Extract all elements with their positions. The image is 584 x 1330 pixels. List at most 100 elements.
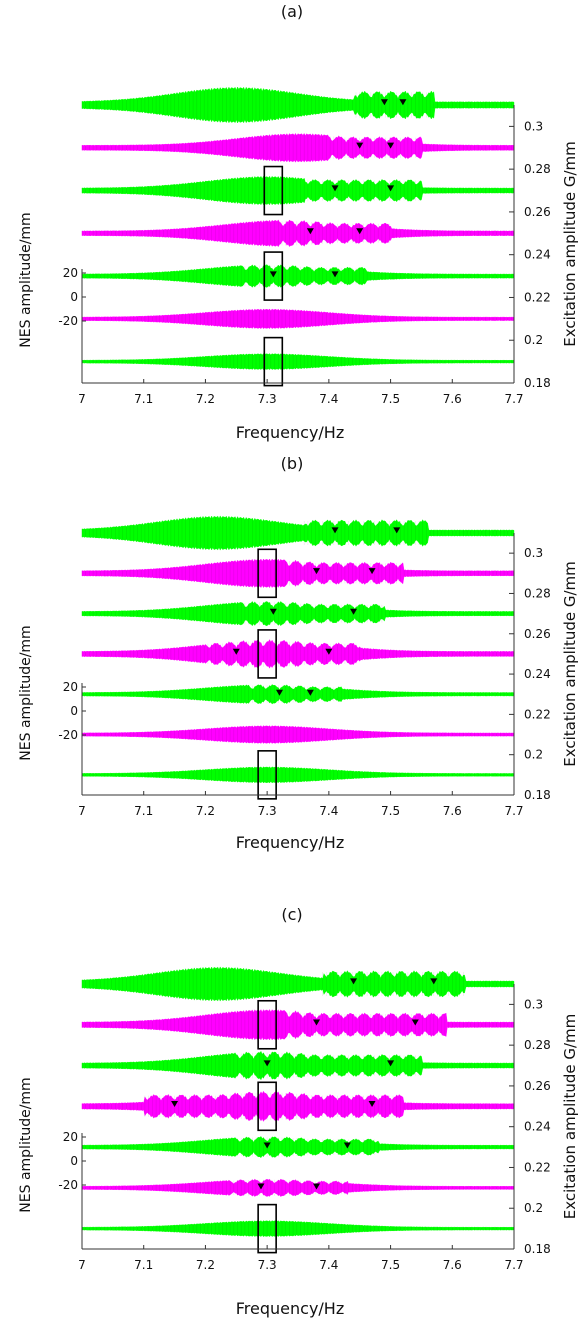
x-tick-label: 7.5 [381,1258,400,1272]
peak-marker-6-2 [313,1183,321,1190]
right-tick-label: 0.28 [524,162,551,176]
x-tick-label: 7.6 [443,804,462,818]
waveform-texture-4 [81,1092,512,1121]
right-tick-label: 0.2 [524,1201,543,1215]
waveform-texture-3 [81,602,512,625]
waveform-texture-1 [81,88,512,122]
peak-marker-5-2 [343,1142,351,1149]
x-tick-label: 7.7 [504,1258,523,1272]
peak-marker-5-1 [269,271,277,278]
waveform-series-2 [81,558,515,589]
waveform-texture-2 [81,1011,512,1039]
waveform-series-5 [81,684,515,705]
peak-marker-1-2 [399,99,407,106]
x-tick-label: 7 [78,1258,86,1272]
x-tick-label: 7 [78,804,86,818]
x-tick-label: 7.3 [258,1258,277,1272]
peak-marker-4-2 [356,228,364,235]
waveform-texture-3 [81,1052,512,1079]
chart-panel-2: (b) 20 0 -20 7 7.1 7.2 7.3 7.4 7.5 7.6 7.7 0.3 0.28 0.… [18,454,579,852]
x-tick-label: 7.1 [134,1258,153,1272]
waveform-series-1 [81,966,515,1002]
left-axis-title: NES amplitude/mm [18,1077,34,1212]
highlight-box-2 [263,251,284,301]
x-tick-label: 7.4 [319,1258,338,1272]
x-tick-label: 7.5 [381,804,400,818]
waveform-series-5 [81,1136,515,1158]
peak-marker-3-1 [269,608,277,615]
chart-panel-3: (c) 20 0 -20 7 7.1 7.2 7.3 7.4 7.5 7.6 7.7 0.3 0.28 0.… [18,905,579,1318]
x-tick-label: 7 [78,392,86,406]
right-tick-label: 0.2 [524,333,543,347]
right-tick-label: 0.22 [524,707,551,721]
waveform-series-4 [81,1090,515,1122]
waveform-series-3 [81,175,515,206]
peak-marker-3-2 [387,1060,395,1067]
highlight-box-3 [263,336,284,387]
x-tick-label: 7.7 [504,804,523,818]
right-tick-label: 0.18 [524,788,551,802]
highlight-box-2 [257,629,277,679]
peak-marker-2-1 [313,568,321,575]
waveform-series-4 [81,639,515,669]
waveform-texture-4 [81,221,512,246]
waveform-series-4 [81,219,515,248]
peak-marker-2-1 [356,142,364,149]
highlight-box-1 [257,548,277,599]
peak-marker-1-2 [430,978,438,985]
waveform-texture-4 [81,641,512,667]
right-axis-title: Excitation amplitude G/mm [561,1014,579,1220]
waveform-series-7 [81,353,515,370]
waveform-series-6 [81,1178,515,1197]
peak-marker-3-1 [331,185,339,192]
waveform-series-1 [81,515,515,551]
left-axis-title: NES amplitude/mm [18,212,34,347]
x-tick-label: 7.6 [443,1258,462,1272]
peak-marker-2-1 [313,1019,321,1026]
peak-marker-1-1 [331,527,339,534]
left-tick-label: 0 [70,290,78,304]
left-tick-label: 20 [63,266,78,280]
right-tick-label: 0.24 [524,248,551,262]
right-tick-label: 0.2 [524,748,543,762]
right-tick-label: 0.3 [524,119,543,133]
right-tick-label: 0.26 [524,1079,551,1093]
x-axis-title: Frequency/Hz [236,423,344,442]
highlight-box-1 [263,165,284,216]
peak-marker-3-2 [350,608,358,615]
peak-marker-2-2 [411,1019,419,1026]
right-tick-label: 0.3 [524,546,543,560]
x-tick-label: 7.3 [258,392,277,406]
peak-marker-5-1 [275,689,283,696]
waveform-series-6 [81,725,515,744]
x-tick-label: 7.3 [258,804,277,818]
left-tick-label: 0 [70,704,78,718]
chart-title: (b) [281,454,304,473]
right-tick-label: 0.24 [524,1120,551,1134]
chart-title: (c) [281,905,302,924]
right-axis-title: Excitation amplitude G/mm [561,561,579,767]
waveform-series-1 [81,86,515,124]
left-tick-label: -20 [58,1178,78,1192]
waveform-series-5 [81,264,515,288]
right-axis-title: Excitation amplitude G/mm [561,141,579,347]
peak-marker-1-2 [393,527,401,534]
right-tick-label: 0.26 [524,627,551,641]
peak-marker-4-2 [368,1101,376,1108]
peak-marker-5-1 [263,1142,271,1149]
right-tick-label: 0.28 [524,586,551,600]
x-tick-label: 7.2 [196,1258,215,1272]
peak-marker-4-1 [232,648,240,655]
peak-marker-1-1 [380,99,388,106]
right-tick-label: 0.3 [524,997,543,1011]
left-tick-label: 20 [63,1130,78,1144]
waveform-series-3 [81,601,515,627]
left-tick-label: 20 [63,680,78,694]
peak-marker-4-1 [306,228,314,235]
x-tick-label: 7.4 [319,392,338,406]
right-tick-label: 0.28 [524,1038,551,1052]
waveform-series-2 [81,133,515,163]
waveform-series-6 [81,308,515,329]
peak-marker-5-2 [306,689,314,696]
peak-marker-3-2 [387,185,395,192]
